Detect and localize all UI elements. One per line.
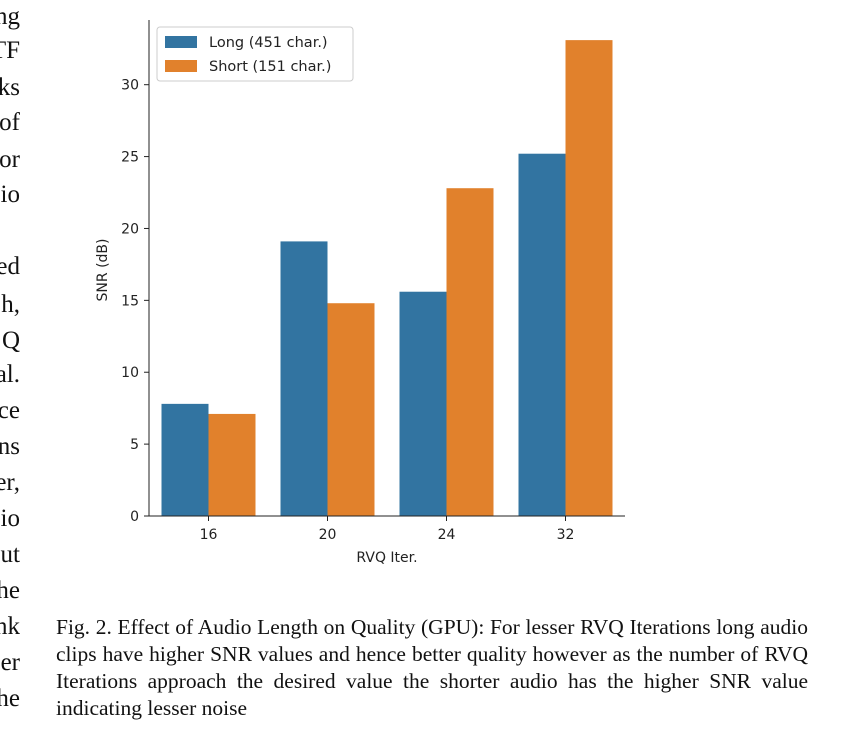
y-tick-label: 15 [121,293,139,309]
y-ticks: 0 5 10 15 20 25 30 [121,78,149,525]
left-column-fragment: ng [0,3,20,30]
bar-long-16 [161,403,209,516]
bar-long-20 [280,241,328,516]
legend-label: Long (451 char.) [209,35,328,51]
left-column-fragment: TF [0,37,20,64]
legend-swatch [165,36,197,48]
left-column-fragment: of [0,109,20,136]
left-column-fragment: ed [0,253,20,280]
x-tick-label: 16 [200,527,218,543]
left-column-fragment: io [0,181,20,208]
legend-swatch [165,60,197,72]
legend-box [156,26,354,82]
left-column-fragment: nk [0,613,20,640]
y-tick-label: 10 [121,365,139,381]
bar-long-24 [399,291,447,516]
bar-long-32 [518,153,566,516]
y-axis-label: SNR (dB) [95,239,111,302]
y-tick-label: 20 [121,221,139,237]
bars-group [161,40,613,517]
x-ticks: 16 20 24 32 [200,516,575,543]
left-column-fragment: ce [0,397,20,424]
x-tick-label: 20 [319,527,337,543]
left-column-fragment: he [0,685,20,712]
left-column-text: ng TF ks of or io ed h, Qal. ce ns er, io ut he nk er he [0,0,24,740]
bar-short-16 [208,413,256,516]
left-column-fragment: he [0,577,20,604]
left-column-fragment: h, [1,291,20,318]
y-tick-label: 0 [130,509,139,525]
left-column-fragment: er [0,649,20,676]
left-column-fragment: ns [0,433,20,460]
legend-label: Short (151 char.) [209,59,331,75]
x-axis-label: RVQ Iter. [356,550,417,566]
left-column-fragment: al. [0,361,20,388]
y-tick-label: 5 [130,437,139,453]
bar-short-20 [327,303,375,516]
figure-caption: Fig. 2. Effect of Audio Length on Qualit… [56,615,808,720]
left-column-fragment: io [0,505,20,532]
left-column-fragment: Q [1,327,20,354]
bar-short-24 [446,188,494,517]
legend: Long (451 char.) Short (151 char.) [156,26,354,82]
y-tick-label: 30 [121,78,139,94]
left-column-fragment: ut [0,541,20,568]
snr-bar-chart: 0 5 10 15 20 25 30 16 20 24 32 RVQ Iter. SNR (dB)… [95,20,625,566]
left-column-fragment: ks [0,74,20,101]
x-tick-label: 24 [438,527,456,543]
left-column-fragment: er, [0,469,20,496]
y-tick-label: 25 [121,150,139,166]
x-tick-label: 32 [557,527,575,543]
bar-short-32 [565,40,613,517]
left-column-fragment: or [0,146,20,173]
